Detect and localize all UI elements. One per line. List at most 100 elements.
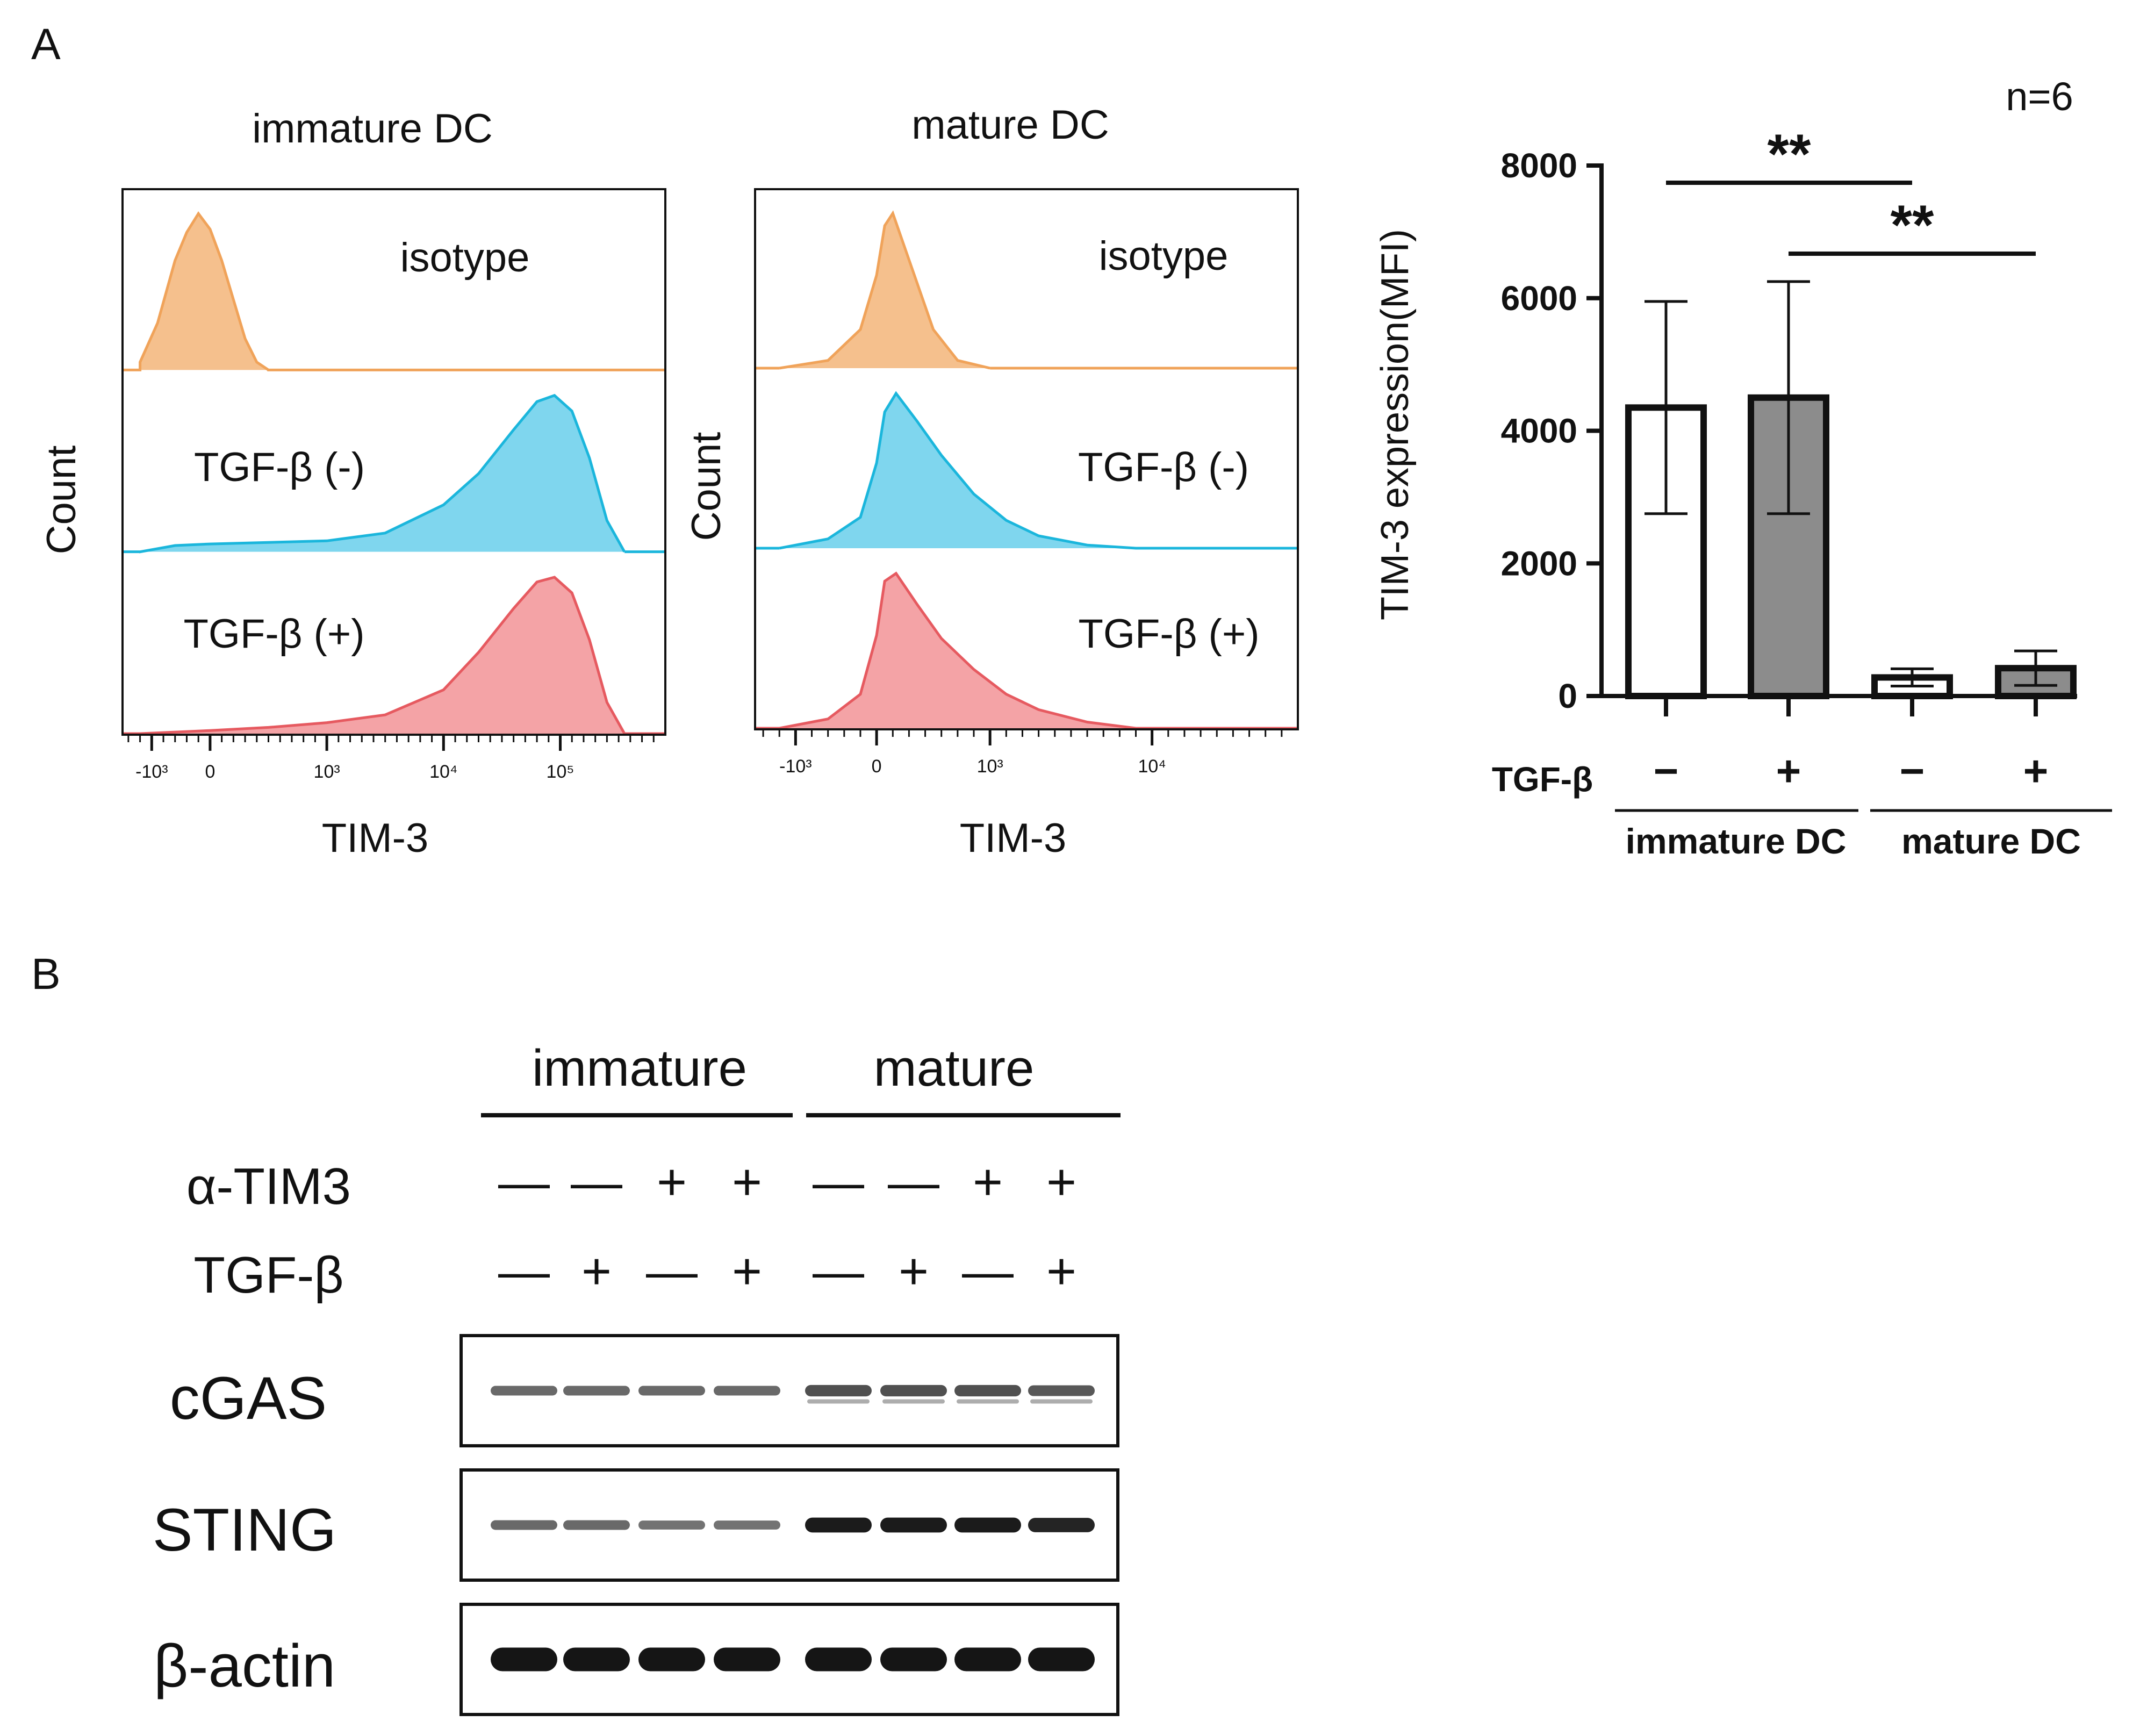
bar-chart-mfi: n=6 TIM-3 expression(MFI) 0 2000 4000 6000 8… bbox=[1374, 74, 2112, 861]
histogram-mature-xlabel: TIM-3 bbox=[960, 815, 1066, 861]
bar-chart-plot: 0 2000 4000 6000 8000 − + − + ** ** bbox=[1501, 123, 2112, 812]
blot-sign: + bbox=[1046, 1153, 1076, 1211]
blot-band bbox=[805, 1517, 872, 1533]
blot-band-doublet bbox=[807, 1399, 870, 1404]
bar-chart-significance-label: ** bbox=[1891, 194, 1934, 256]
blot-sign: — bbox=[571, 1153, 622, 1211]
blot-band-doublet bbox=[957, 1399, 1019, 1404]
histogram-immature-label-tgf-minus: TGF-β (-) bbox=[194, 444, 365, 490]
bar-chart-tgf-sign: − bbox=[1654, 747, 1679, 795]
histogram-1-tgf-plus-line bbox=[755, 571, 1298, 730]
blot-band bbox=[491, 1647, 557, 1672]
histogram-0-tgf-minus-line bbox=[123, 393, 665, 554]
histogram-mature-title: mature DC bbox=[911, 102, 1109, 148]
histogram-0-tgf-minus-area bbox=[123, 395, 665, 552]
bar-chart-tgf-sign: + bbox=[2023, 747, 2049, 795]
panel-label-b: B bbox=[31, 950, 61, 999]
blot-band-doublet bbox=[1030, 1399, 1093, 1404]
blot-band bbox=[954, 1517, 1021, 1533]
histogram-mature-frame bbox=[754, 188, 1299, 730]
bar-chart-y-tick-label: 8000 bbox=[1501, 146, 1577, 185]
blot-sign: + bbox=[657, 1153, 687, 1211]
bar-chart-tgf-sign: − bbox=[1900, 747, 1925, 795]
blot-sign: — bbox=[498, 1153, 550, 1211]
histogram-0-tick-label: 0 bbox=[205, 762, 215, 782]
blot-band bbox=[714, 1520, 780, 1530]
blot-band bbox=[638, 1520, 705, 1530]
bar-chart-annotation: n=6 bbox=[2006, 74, 2073, 119]
blot-sign: + bbox=[973, 1153, 1003, 1211]
histogram-mature-label-tgf-minus: TGF-β (-) bbox=[1078, 444, 1249, 490]
histogram-immature-label-tgf-plus: TGF-β (+) bbox=[183, 611, 364, 657]
blot-band bbox=[1028, 1518, 1095, 1532]
bar-chart-group-immature: immature DC bbox=[1626, 821, 1847, 861]
histogram-mature-label-isotype: isotype bbox=[1099, 233, 1229, 279]
histogram-immature-ylabel: Count bbox=[39, 446, 84, 555]
bar-chart-significance-label: ** bbox=[1768, 123, 1811, 185]
blot-band bbox=[563, 1520, 630, 1530]
panel-label-a: A bbox=[31, 20, 61, 69]
blot-sign: — bbox=[962, 1243, 1014, 1300]
blot-group-mature: mature bbox=[874, 1039, 1035, 1097]
blot-sign: — bbox=[813, 1153, 864, 1211]
histogram-immature-label-isotype: isotype bbox=[400, 235, 530, 281]
histogram-1-isotype-line bbox=[755, 210, 1298, 370]
bar-chart-y-tick-label: 4000 bbox=[1501, 412, 1577, 450]
histogram-1-tgf-plus-area bbox=[755, 573, 1298, 728]
blot-band bbox=[563, 1647, 630, 1672]
histogram-immature-axis: -10³ 0 10³ 10⁴ 10⁵ bbox=[127, 735, 655, 782]
blot-band bbox=[638, 1647, 705, 1672]
histogram-0-isotype-area bbox=[123, 213, 665, 370]
bar-chart-ylabel: TIM-3 expression(MFI) bbox=[1374, 229, 1417, 620]
blot-band bbox=[805, 1385, 872, 1397]
blot-sign: + bbox=[732, 1243, 762, 1300]
histogram-0-tgf-plus-line bbox=[123, 576, 665, 735]
blot-sign: + bbox=[1046, 1243, 1076, 1300]
blot-band bbox=[1028, 1385, 1095, 1396]
bar-chart-y-tick-label: 2000 bbox=[1501, 544, 1577, 583]
histogram-immature-xlabel: TIM-3 bbox=[322, 815, 428, 861]
blot-band bbox=[954, 1647, 1021, 1672]
histogram-mature-ylabel: Count bbox=[684, 432, 729, 541]
blot-sign: + bbox=[732, 1153, 762, 1211]
blot-band bbox=[714, 1647, 780, 1672]
blot-label-cgas: cGAS bbox=[170, 1365, 327, 1432]
blot-group-immature: immature bbox=[532, 1039, 747, 1097]
histogram-1-tick-label: 0 bbox=[872, 756, 882, 777]
histogram-0-tick-label: 10⁵ bbox=[547, 762, 575, 782]
blot-sign: — bbox=[646, 1243, 698, 1300]
bar-chart-tgf-label: TGF-β bbox=[1492, 760, 1593, 799]
histogram-immature-frame bbox=[121, 188, 666, 736]
blot-band-doublet bbox=[882, 1399, 945, 1404]
bar-chart-tgf-sign: + bbox=[1776, 747, 1801, 795]
histogram-1-tick-label: 10⁴ bbox=[1138, 756, 1166, 777]
histogram-0-tick-label: 10⁴ bbox=[429, 762, 457, 782]
blot-band bbox=[563, 1386, 630, 1396]
histogram-mature-axis: -10³ 0 10³ 10⁴ bbox=[762, 729, 1283, 777]
histogram-1-tick-label: -10³ bbox=[779, 756, 812, 777]
blot-band bbox=[638, 1386, 705, 1396]
blot-band bbox=[954, 1385, 1021, 1397]
western-blot: immature mature α-TIM3 TGF-β — — + + — — + +— + —… bbox=[153, 1039, 1121, 1716]
blot-band bbox=[714, 1386, 780, 1396]
blot-sign: — bbox=[498, 1243, 550, 1300]
blot-panels bbox=[459, 1334, 1119, 1716]
bar-chart-y-tick-label: 6000 bbox=[1501, 279, 1577, 318]
blot-band bbox=[1028, 1647, 1095, 1672]
histogram-0-tick-label: -10³ bbox=[135, 762, 168, 782]
blot-sign: + bbox=[581, 1243, 612, 1300]
blot-band bbox=[491, 1520, 557, 1530]
blot-band bbox=[880, 1647, 947, 1672]
blot-band bbox=[805, 1647, 872, 1672]
histogram-1-isotype-area bbox=[755, 213, 1298, 368]
blot-treatment-signs: — — + + — — + + — + — + — + — + bbox=[498, 1153, 1076, 1300]
blot-sign: — bbox=[813, 1243, 864, 1300]
histogram-0-isotype-line bbox=[123, 211, 665, 371]
histogram-mature-label-tgf-plus: TGF-β (+) bbox=[1078, 611, 1259, 657]
histogram-immature-dc: immature DC Count -10³ 0 10³ 10⁴ 10⁵ isotype… bbox=[39, 106, 666, 861]
blot-sign: + bbox=[899, 1243, 929, 1300]
blot-band bbox=[880, 1517, 947, 1533]
histogram-1-tgf-minus-line bbox=[755, 391, 1298, 550]
blot-sign: — bbox=[888, 1153, 939, 1211]
